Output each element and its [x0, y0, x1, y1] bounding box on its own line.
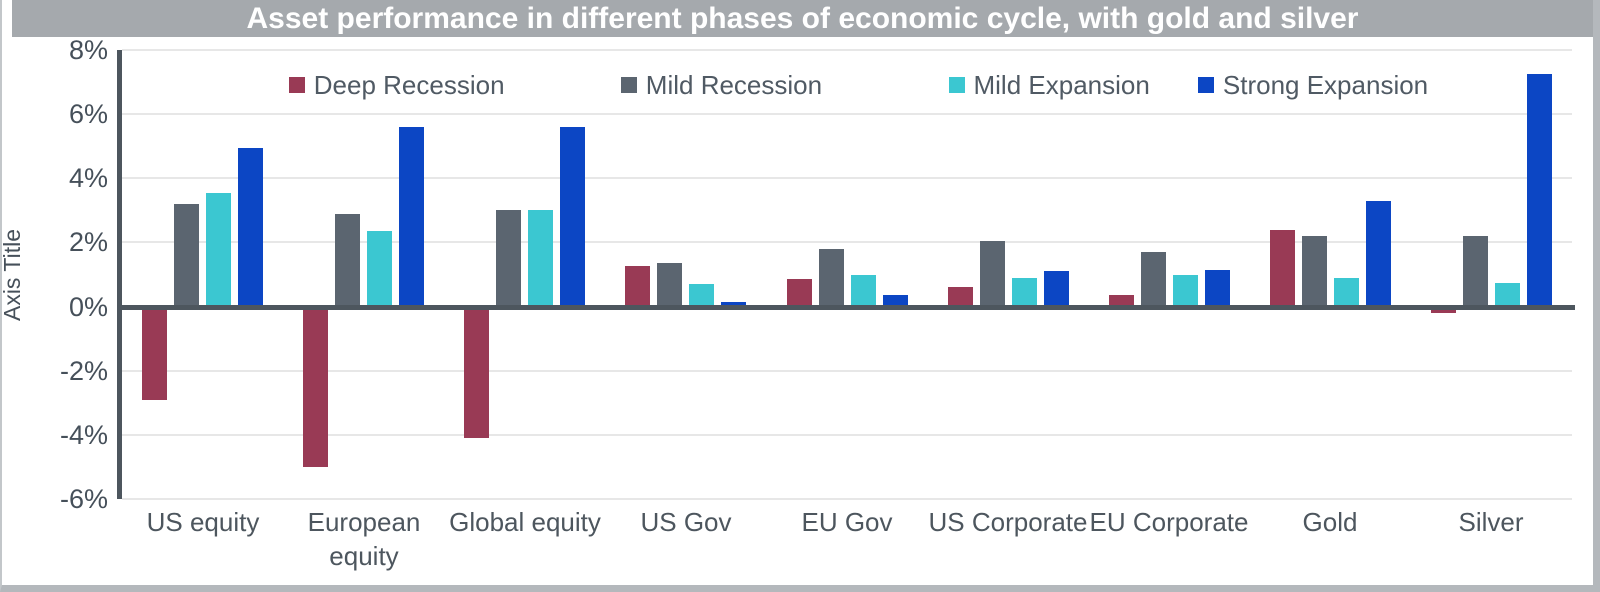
y-tick-0%: 0%: [68, 291, 108, 322]
bar-mild-expansion-us-corporate: [1012, 277, 1037, 307]
bar-deep-recession-us-gov: [625, 266, 650, 307]
bar-mild-expansion-gold: [1334, 277, 1359, 307]
bar-deep-recession-european-equity: [303, 306, 328, 467]
bar-strong-expansion-silver: [1527, 74, 1552, 307]
legend-item-deep-recession: Deep Recession: [288, 69, 505, 100]
bar-deep-recession-global-equity: [464, 306, 489, 439]
x-label-silver: Silver: [1458, 507, 1524, 537]
gridline--6%: [122, 498, 1572, 500]
bar-mild-recession-eu-corporate: [1141, 252, 1166, 307]
bar-mild-recession-us-gov: [657, 263, 682, 307]
legend-swatch-strong-expansion: [1197, 77, 1214, 93]
bar-deep-recession-us-equity: [142, 306, 167, 400]
bar-deep-recession-eu-gov: [787, 279, 812, 307]
x-label-european-equity: European equity: [307, 507, 421, 571]
bar-deep-recession-silver: [1431, 306, 1456, 313]
gridline-2%: [122, 241, 1572, 244]
bar-deep-recession-us-corporate: [948, 287, 973, 307]
legend-item-mild-recession: Mild Recession: [620, 69, 823, 100]
bar-strong-expansion-gold: [1366, 200, 1391, 307]
bar-strong-expansion-us-corporate: [1044, 271, 1069, 307]
bar-mild-recession-gold: [1302, 236, 1327, 307]
legend-item-mild-expansion: Mild Expansion: [948, 69, 1150, 100]
y-tick--6%: -6%: [59, 484, 108, 514]
chart-title: Asset performance in different phases of…: [12, 0, 1593, 37]
y-axis-line: [117, 50, 122, 499]
y-tick-4%: 4%: [68, 163, 108, 194]
bar-strong-expansion-eu-corporate: [1205, 269, 1230, 307]
bar-mild-expansion-eu-gov: [851, 274, 876, 307]
legend-label-mild-expansion: Mild Expansion: [973, 69, 1150, 100]
bar-mild-expansion-us-equity: [206, 192, 231, 307]
legend-label-mild-recession: Mild Recession: [645, 69, 823, 100]
x-label-us-gov: US Gov: [640, 507, 732, 537]
gridline-6%: [122, 113, 1572, 116]
bar-strong-expansion-global-equity: [560, 126, 585, 307]
bar-deep-recession-eu-corporate: [1109, 295, 1134, 307]
bar-mild-recession-european-equity: [335, 213, 360, 307]
x-label-us-equity: US equity: [146, 507, 260, 537]
y-tick-2%: 2%: [68, 227, 108, 258]
y-tick-8%: 8%: [68, 35, 108, 65]
y-axis-tick-labels: 8% 6% 4% 2% 0% -2% -4% -6%: [2, 37, 108, 513]
bar-strong-expansion-us-equity: [238, 147, 263, 307]
x-axis-zero-line: [117, 304, 1575, 310]
x-label-us-corporate: US Corporate: [928, 507, 1088, 537]
gridline--4%: [122, 433, 1572, 436]
bar-mild-expansion-silver: [1495, 282, 1520, 307]
bar-strong-expansion-us-gov: [721, 301, 746, 307]
x-label-gold: Gold: [1302, 507, 1358, 537]
bar-mild-recession-us-equity: [174, 203, 199, 307]
bar-mild-recession-us-corporate: [980, 240, 1005, 307]
bar-mild-recession-eu-gov: [819, 248, 844, 307]
bar-mild-expansion-european-equity: [367, 231, 392, 307]
legend-swatch-mild-recession: [620, 77, 637, 93]
x-label-global-equity: Global equity: [449, 507, 601, 537]
plot-area: Deep Recession Mild Recession Mild Expansi…: [117, 49, 1575, 500]
x-axis-category-labels: US equity European equity Global equity US …: [122, 505, 1572, 585]
bar-mild-expansion-us-gov: [689, 284, 714, 307]
x-label-eu-corporate: EU Corporate: [1089, 507, 1249, 537]
gridline-4%: [122, 177, 1572, 180]
bar-mild-expansion-global-equity: [528, 210, 553, 307]
legend-label-strong-expansion: Strong Expansion: [1222, 69, 1429, 100]
bar-strong-expansion-european-equity: [399, 126, 424, 307]
bar-mild-recession-global-equity: [496, 210, 521, 307]
legend: Deep Recession Mild Recession Mild Expansi…: [122, 50, 1572, 110]
y-tick-6%: 6%: [68, 99, 108, 130]
bar-mild-recession-silver: [1463, 236, 1488, 307]
legend-swatch-deep-recession: [288, 77, 305, 93]
gridline--2%: [122, 369, 1572, 372]
y-tick--2%: -2%: [59, 355, 108, 386]
legend-item-strong-expansion: Strong Expansion: [1197, 69, 1429, 100]
bar-deep-recession-gold: [1270, 229, 1295, 307]
y-tick--4%: -4%: [59, 419, 108, 450]
legend-label-deep-recession: Deep Recession: [313, 69, 505, 100]
x-label-eu-gov: EU Gov: [801, 507, 893, 537]
bar-strong-expansion-eu-gov: [883, 295, 908, 307]
bar-mild-expansion-eu-corporate: [1173, 274, 1198, 307]
gridline-8%: [122, 49, 1572, 51]
legend-swatch-mild-expansion: [948, 77, 965, 93]
